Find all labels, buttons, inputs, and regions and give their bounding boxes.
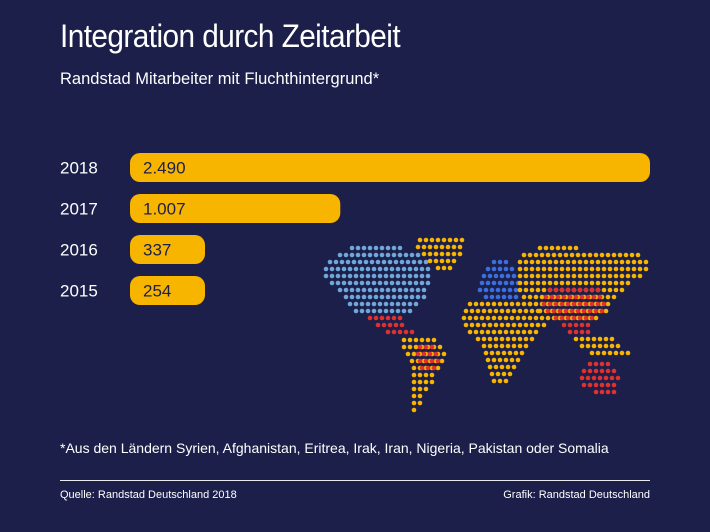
category-label-2016: 2016: [60, 241, 98, 260]
footnote: *Aus den Ländern Syrien, Afghanistan, Er…: [60, 440, 609, 456]
value-label-2015: 254: [143, 282, 171, 301]
value-label-2017: 1.007: [143, 200, 186, 219]
map-region-africa: [461, 301, 547, 384]
value-label-2018: 2.490: [143, 159, 186, 178]
bar-2017: [130, 194, 341, 223]
map-region-southeast-asia: [573, 336, 631, 356]
footer-divider: [60, 480, 650, 481]
category-label-2015: 2015: [60, 282, 98, 301]
page-subtitle: Randstad Mitarbeiter mit Fluchthintergru…: [60, 70, 380, 88]
value-label-2016: 337: [143, 241, 171, 260]
bar-2016: [130, 235, 205, 264]
source-note: Quelle: Randstad Deutschland 2018: [60, 489, 237, 501]
map-region-north-america: [323, 245, 431, 314]
map-region-europe: [477, 259, 521, 300]
page-title: Integration durch Zeitarbeit: [60, 18, 401, 54]
map-region-greenland: [415, 237, 465, 271]
category-label-2018: 2018: [60, 159, 98, 178]
bar-chart: 2018 2.490 2017 1.007 2016 337 2015 254: [60, 153, 650, 305]
map-region-south-america: [401, 337, 447, 413]
category-label-2017: 2017: [60, 200, 98, 219]
bar-2015: [130, 276, 205, 305]
map-region-middle-east-asia-red: [541, 287, 607, 335]
bar-2018: [130, 153, 650, 182]
map-region-central-america: [367, 315, 415, 335]
map-region-australia: [579, 361, 621, 395]
graphic-credit: Grafik: Randstad Deutschland: [503, 489, 650, 501]
map-region-south-america-red: [415, 344, 441, 371]
